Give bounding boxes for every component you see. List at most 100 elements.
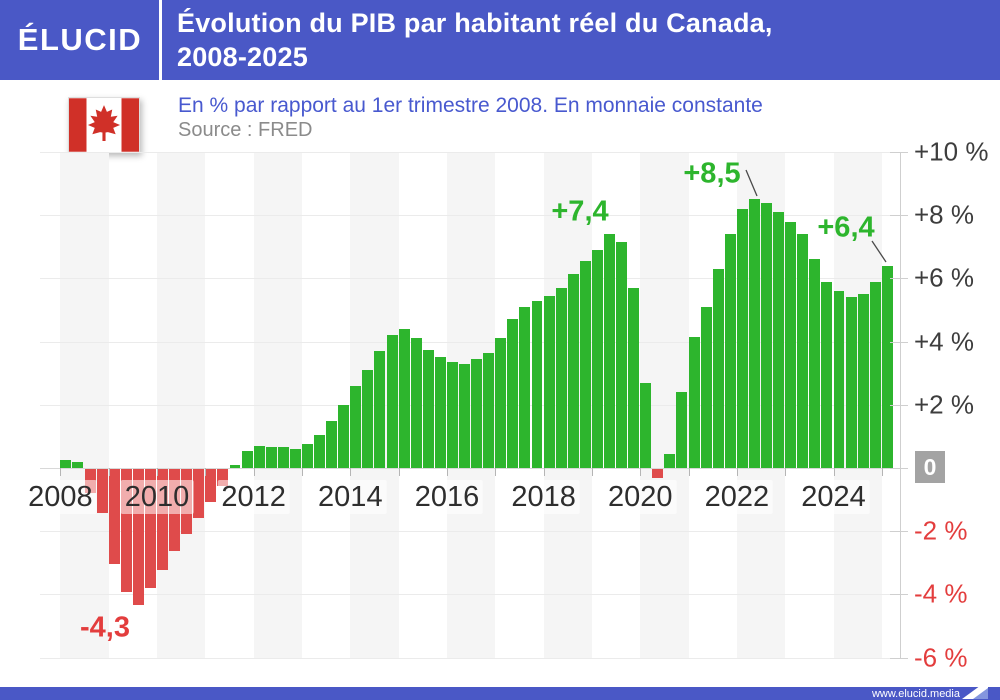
title-line2: 2008-2025 <box>177 42 308 72</box>
x-axis-tick <box>253 468 255 476</box>
annotation-+7,4: +7,4 <box>551 195 609 228</box>
bar-2019-T2 <box>604 234 615 468</box>
bar-2018-T1 <box>543 295 555 468</box>
gridline <box>40 215 900 217</box>
y-axis-tick <box>890 404 908 406</box>
bar-2019-T4 <box>628 287 640 468</box>
bar-2011-T1 <box>205 469 217 503</box>
bar-2022-T3 <box>761 202 772 468</box>
x-axis-label: 2020 <box>603 480 677 514</box>
bar-2017-T3 <box>519 306 531 468</box>
elucid-arrow-icon <box>962 680 988 699</box>
x-axis-tick <box>785 468 787 476</box>
elucid-logo: ÉLUCID <box>17 22 143 57</box>
bar-2022-T1 <box>736 208 748 468</box>
gridline <box>40 531 900 533</box>
bar-2011-T3 <box>229 464 241 468</box>
x-axis-label: 2024 <box>797 480 870 514</box>
y-axis-tick <box>890 341 908 343</box>
bar-2010-T4 <box>193 469 205 518</box>
gridline <box>40 152 900 153</box>
x-axis-label: 2022 <box>700 480 774 514</box>
bar-2015-T4 <box>434 357 446 468</box>
bar-2023-T1 <box>785 221 797 468</box>
y-axis-tick <box>890 215 908 217</box>
x-axis-tick <box>881 468 883 476</box>
bar-2022-T4 <box>773 212 785 468</box>
x-axis-label: 2010 <box>120 480 194 514</box>
y-axis-label: +8 % <box>914 199 974 230</box>
bar-2014-T1 <box>350 385 362 468</box>
bar-2021-T4 <box>724 234 736 468</box>
x-axis-tick <box>640 468 642 476</box>
y-axis-tick <box>890 278 908 280</box>
bar-2015-T2 <box>410 338 422 468</box>
annotation--4,3: -4,3 <box>80 611 130 644</box>
x-axis-tick <box>60 468 62 476</box>
bar-2016-T4 <box>483 352 495 468</box>
bar-2009-T4 <box>144 469 156 588</box>
page-title: Évolution du PIB par habitant réel du Ca… <box>160 6 773 74</box>
title-line1: Évolution du PIB par habitant réel du Ca… <box>177 8 773 38</box>
gridline <box>40 278 900 280</box>
y-axis-label: -4 % <box>914 578 968 609</box>
bar-2008-T1 <box>60 460 72 468</box>
bar-2016-T2 <box>459 363 470 468</box>
bar-2015-T3 <box>422 349 434 468</box>
maple-leaf-icon <box>87 105 121 142</box>
x-axis-label: 2016 <box>410 480 484 514</box>
bar-2023-T3 <box>809 259 821 468</box>
x-axis-tick <box>157 468 159 476</box>
zero-axis-label: 0 <box>915 451 945 483</box>
bar-2014-T2 <box>362 370 374 468</box>
bar-2010-T1 <box>157 469 168 571</box>
y-axis-tick <box>890 152 908 153</box>
bar-2019-T1 <box>591 249 603 468</box>
bar-2024-T2 <box>845 297 857 468</box>
bar-2016-T1 <box>446 362 458 468</box>
bar-2009-T3 <box>132 469 144 605</box>
bar-2009-T1 <box>108 469 120 564</box>
bar-2025-T1 <box>881 265 893 468</box>
x-axis-tick <box>833 468 835 476</box>
bar-2021-T1 <box>688 336 700 468</box>
bar-2021-T2 <box>700 306 712 468</box>
chart-source: Source : FRED <box>178 119 313 141</box>
bar-2019-T3 <box>616 242 628 468</box>
bar-2013-T4 <box>338 404 350 468</box>
annotation-+6,4: +6,4 <box>817 211 875 244</box>
y-axis-label: +6 % <box>914 262 974 293</box>
y-axis-tick <box>890 594 908 596</box>
bar-2020-T2 <box>652 469 664 479</box>
canada-flag-icon <box>68 97 140 153</box>
y-axis-tick <box>890 531 908 533</box>
bar-2012-T1 <box>253 445 265 468</box>
footer-bar <box>0 687 1000 700</box>
bar-2018-T2 <box>555 287 567 468</box>
bar-2024-T3 <box>857 294 869 468</box>
gridline <box>40 404 900 406</box>
bar-2016-T3 <box>471 358 483 468</box>
y-axis-label: -6 % <box>914 642 968 673</box>
bar-2013-T3 <box>326 420 338 468</box>
bar-2024-T4 <box>869 281 881 468</box>
bar-2023-T4 <box>821 281 833 468</box>
x-axis-tick <box>302 468 303 476</box>
bar-2011-T4 <box>241 450 253 468</box>
gridline <box>40 657 900 659</box>
bar-2012-T4 <box>289 449 301 468</box>
bar-2021-T3 <box>712 268 724 468</box>
x-axis-label: 2014 <box>314 480 387 514</box>
y-axis-label: +2 % <box>914 389 974 420</box>
zero-line <box>40 468 900 469</box>
annotation-+8,5: +8,5 <box>683 157 741 190</box>
x-axis-tick <box>398 468 400 476</box>
bar-2017-T1 <box>495 338 507 468</box>
header-divider <box>159 0 162 80</box>
x-axis-tick <box>205 468 207 476</box>
y-axis-label: -2 % <box>914 515 968 546</box>
x-axis-tick <box>446 468 448 476</box>
chart-subtitle: En % par rapport au 1er trimestre 2008. … <box>178 94 763 117</box>
x-axis-tick <box>350 468 352 476</box>
bar-2012-T2 <box>265 447 277 468</box>
